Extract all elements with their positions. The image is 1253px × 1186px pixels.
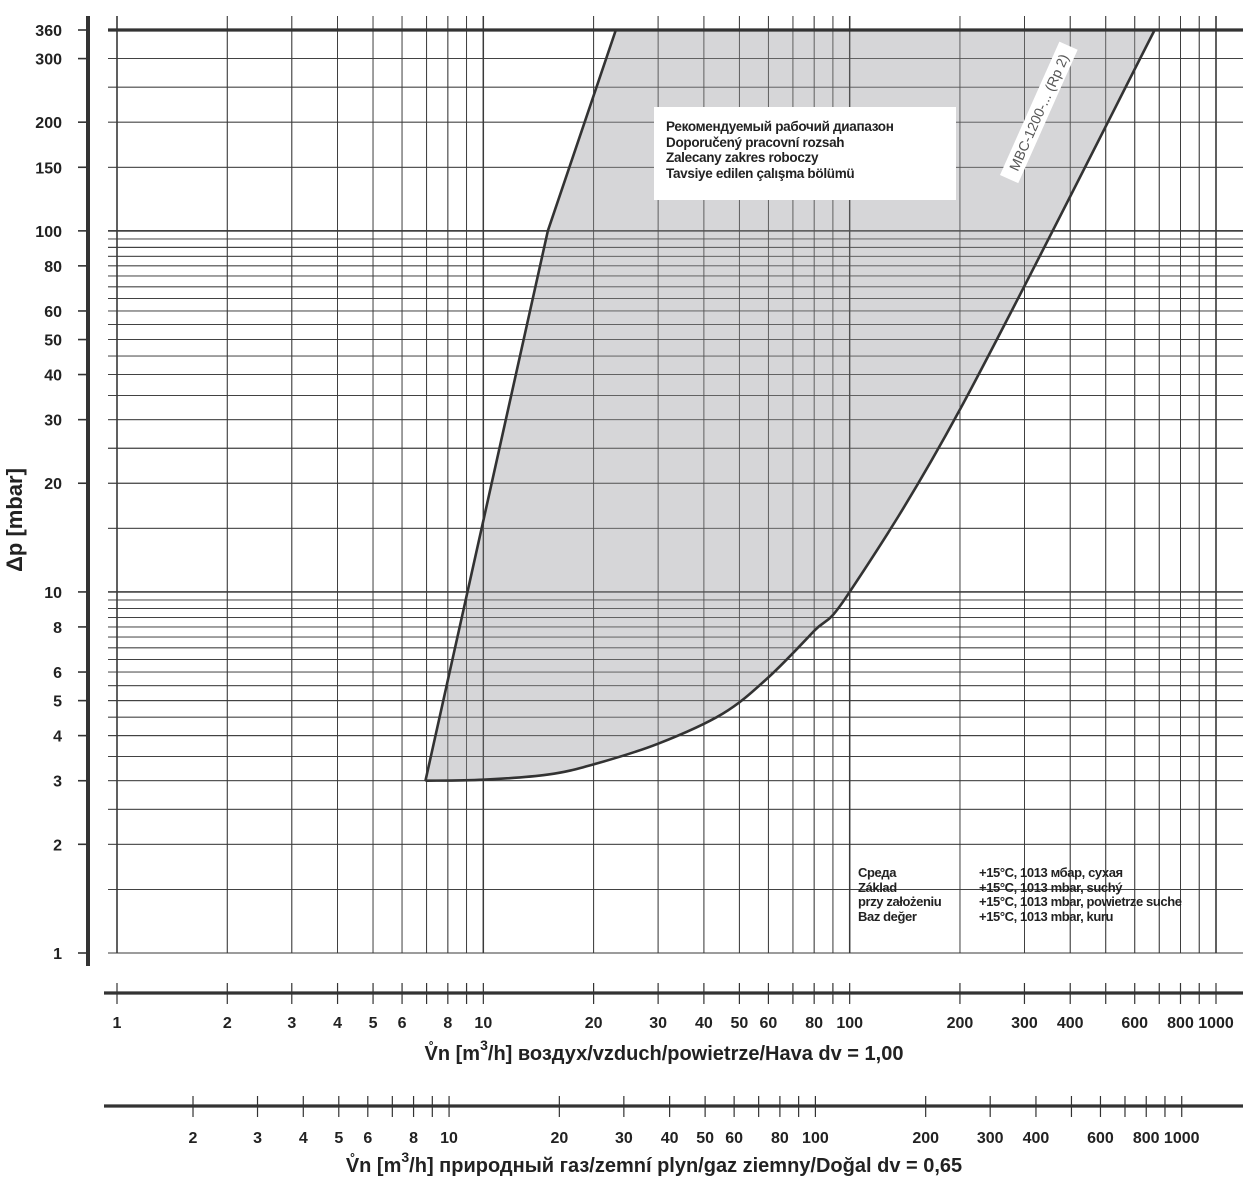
x-tick-label-air: 80: [805, 1015, 823, 1032]
curve-label-anchor: MBC-1200-... (Rp 2): [1000, 41, 1078, 184]
x-tick-label-air: 200: [947, 1015, 974, 1032]
x-tick-label-air: 40: [695, 1015, 713, 1032]
y-tick-label: 10: [44, 585, 62, 602]
x-axis-natural-gas: 2 3 4 5 6 8 10 20 30 40 50 60 80 100 200 300 400 600 800 10…: [189, 1096, 1200, 1147]
x-tick-label-gas: 40: [661, 1130, 679, 1147]
x-tick-label-air: 10: [474, 1015, 492, 1032]
condition-label: Среда: [858, 865, 897, 880]
x-tick-label-air: 1000: [1198, 1015, 1234, 1032]
x-tick-label-gas: 8: [409, 1130, 418, 1147]
x-tick-label-air: 8: [443, 1015, 452, 1032]
operating-range-boundary-line: [424, 29, 1156, 783]
x-axis-air: 1 2 3 4 5 6 8 10 20 30 40 50 60 80 100 200 300 400 600 800 1…: [113, 983, 1234, 1032]
y-axis-ticks: 1 2 3 4 5 6 8 10 20 30 40 50 60 80 100 150 200 300 360: [35, 23, 88, 963]
y-tick-label: 8: [53, 620, 62, 637]
y-tick-label: 150: [35, 160, 62, 177]
condition-row: Základ +15°C, 1013 mbar, suchý: [858, 879, 1218, 896]
x-tick-label-gas: 300: [977, 1130, 1004, 1147]
x-tick-label-gas: 80: [771, 1130, 789, 1147]
legend-line-ru: Рекомендуемый рабочий диапазон: [666, 119, 894, 134]
condition-label: Baz değer: [858, 908, 917, 924]
condition-value: +15°C, 1013 mbar, suchý: [979, 879, 1123, 895]
x-tick-label-air: 60: [759, 1015, 777, 1032]
x-tick-label-gas: 3: [253, 1130, 262, 1147]
y-tick-label: 60: [44, 304, 62, 321]
x-tick-label-gas: 1000: [1164, 1130, 1200, 1147]
x-tick-label-air: 2: [223, 1015, 232, 1032]
condition-row: Среда +15°C, 1013 мбар, сухая: [858, 865, 1218, 881]
reference-conditions: Среда +15°C, 1013 мбар, сухая Základ +15…: [858, 865, 1218, 925]
x-tick-label-gas: 4: [299, 1130, 308, 1147]
x-tick-label-gas: 100: [802, 1130, 829, 1147]
y-tick-label: 20: [44, 476, 62, 493]
x-tick-label-air: 800: [1167, 1015, 1194, 1032]
x-tick-label-gas: 5: [334, 1130, 343, 1147]
legend-line-tr: Tavsiye edilen çalışma bölümü: [666, 165, 855, 181]
y-tick-label: 2: [53, 837, 62, 854]
x-tick-label-air: 600: [1121, 1015, 1148, 1032]
y-tick-label: 80: [44, 259, 62, 276]
condition-row: Baz değer +15°C, 1013 mbar, kuru: [858, 908, 1218, 925]
legend-line-cz: Doporučený pracovní rozsah: [666, 134, 845, 150]
x-tick-label-air: 300: [1011, 1015, 1038, 1032]
legend-line-pl: Zalecany zakres roboczy: [666, 150, 819, 165]
x-tick-label-air: 1: [113, 1015, 122, 1032]
x-tick-label-air: 4: [333, 1015, 342, 1032]
condition-value: +15°C, 1013 mbar, kuru: [979, 908, 1114, 924]
y-tick-label: 200: [35, 115, 62, 132]
x-tick-label-gas: 400: [1023, 1130, 1050, 1147]
y-tick-label: 30: [44, 413, 62, 430]
x-tick-label-gas: 200: [912, 1130, 939, 1147]
axes-frame: [86, 16, 1243, 1108]
y-tick-label: 360: [35, 23, 62, 40]
x-tick-label-air: 20: [585, 1015, 603, 1032]
x-tick-label-gas: 60: [725, 1130, 743, 1147]
y-tick-label: 300: [35, 52, 62, 69]
x-tick-label-gas: 10: [440, 1130, 458, 1147]
y-axis-label: Δp [mbar]: [2, 468, 27, 572]
x-tick-label-air: 30: [649, 1015, 667, 1032]
x-tick-label-gas: 6: [363, 1130, 372, 1147]
condition-label: Základ: [858, 879, 897, 895]
condition-row: przy założeniu +15°C, 1013 mbar, powietr…: [858, 894, 1218, 910]
y-tick-label: 50: [44, 333, 62, 350]
x-tick-label-gas: 600: [1087, 1130, 1114, 1147]
x-axis-gas-title: V̊n [m3/h] природный газ/zemní plyn/gaz …: [346, 1149, 962, 1177]
x-tick-label-air: 400: [1057, 1015, 1084, 1032]
x-tick-label-air: 6: [398, 1015, 407, 1032]
y-tick-label: 40: [44, 368, 62, 385]
x-tick-label-air: 5: [369, 1015, 378, 1032]
y-tick-label: 4: [53, 729, 62, 746]
x-tick-label-gas: 50: [696, 1130, 714, 1147]
y-tick-label: 6: [53, 665, 62, 682]
recommended-operating-range-area: [425, 30, 1155, 781]
y-tick-label: 1: [53, 946, 62, 963]
y-tick-label: 5: [53, 694, 62, 711]
x-tick-label-gas: 800: [1133, 1130, 1160, 1147]
x-tick-label-air: 50: [730, 1015, 748, 1032]
x-tick-label-gas: 2: [189, 1130, 198, 1147]
condition-value: +15°C, 1013 мбар, сухая: [979, 865, 1123, 880]
operating-range-legend: Рекомендуемый рабочий диапазон Doporučen…: [654, 107, 956, 200]
y-tick-label: 100: [35, 224, 62, 241]
x-tick-label-air: 100: [836, 1015, 863, 1032]
y-tick-label: 3: [53, 774, 62, 791]
x-axis-air-title: V̊n [m3/h] воздух/vzduch/powietrze/Hava …: [425, 1037, 904, 1065]
condition-value: +15°C, 1013 mbar, powietrze suche: [979, 894, 1182, 909]
x-tick-label-gas: 30: [615, 1130, 633, 1147]
x-tick-label-air: 3: [287, 1015, 296, 1032]
condition-label: przy założeniu: [858, 894, 942, 909]
x-tick-label-gas: 20: [550, 1130, 568, 1147]
